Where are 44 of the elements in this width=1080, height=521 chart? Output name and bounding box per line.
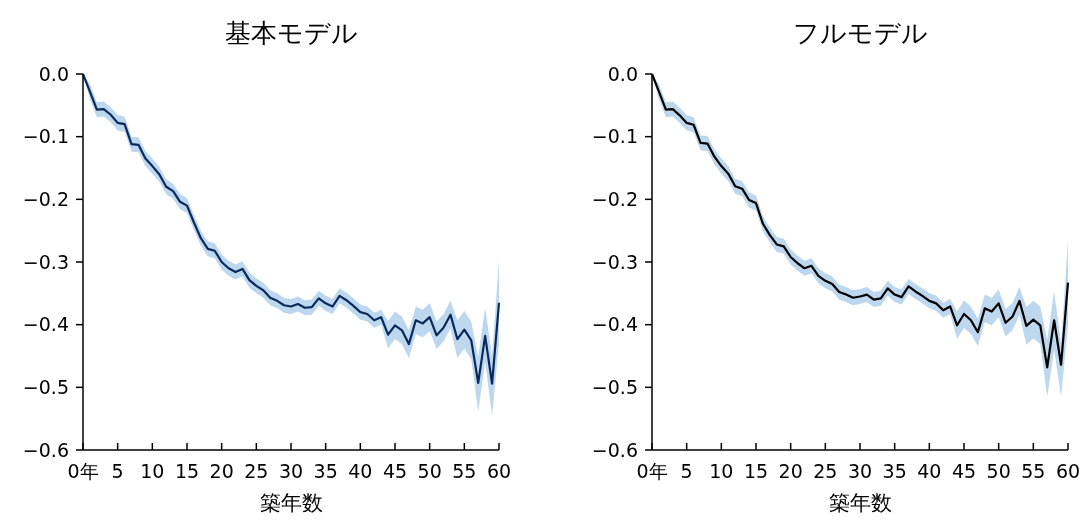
x-tick-label: 5 <box>111 460 124 482</box>
x-tick-label: 0年 <box>636 460 668 482</box>
y-tick-label: −0.2 <box>22 187 69 210</box>
x-tick-label: 55 <box>1021 460 1046 482</box>
x-tick-label: 30 <box>847 460 873 482</box>
y-tick-label: −0.5 <box>591 375 638 398</box>
chart-title: 基本モデル <box>224 18 358 48</box>
x-tick-label: 45 <box>951 460 977 482</box>
x-tick-label: 20 <box>778 460 803 482</box>
x-tick-label: 50 <box>986 460 1011 482</box>
x-tick-label: 15 <box>743 460 769 482</box>
x-tick-label: 50 <box>417 460 442 482</box>
x-axis-title: 築年数 <box>828 491 892 515</box>
y-tick-label: −0.6 <box>22 438 69 461</box>
y-tick-label: −0.1 <box>591 125 638 148</box>
x-tick-label: 45 <box>382 460 408 482</box>
x-tick-label: 60 <box>486 460 512 482</box>
x-tick-label: 10 <box>140 460 165 482</box>
y-tick-label: −0.5 <box>22 375 69 398</box>
x-tick-label: 20 <box>209 460 234 482</box>
y-tick-label: −0.4 <box>22 313 69 336</box>
x-tick-label: 30 <box>278 460 304 482</box>
x-tick-label: 25 <box>244 460 269 482</box>
x-tick-label: 15 <box>174 460 200 482</box>
x-tick-label: 5 <box>680 460 693 482</box>
y-tick-label: 0.0 <box>607 62 638 85</box>
x-tick-label: 25 <box>813 460 838 482</box>
y-tick-label: −0.3 <box>591 250 638 273</box>
y-tick-label: −0.4 <box>591 313 638 336</box>
y-tick-label: 0.0 <box>38 62 69 85</box>
x-tick-label: 10 <box>709 460 734 482</box>
x-tick-label: 35 <box>882 460 907 482</box>
y-tick-label: −0.3 <box>22 250 69 273</box>
x-tick-label: 60 <box>1055 460 1080 482</box>
x-tick-label: 40 <box>348 460 373 482</box>
x-tick-label: 35 <box>313 460 338 482</box>
x-axis-title: 築年数 <box>259 491 323 515</box>
x-tick-label: 40 <box>917 460 942 482</box>
x-tick-label: 55 <box>452 460 477 482</box>
x-tick-label: 0年 <box>67 460 99 482</box>
y-tick-label: −0.2 <box>591 187 638 210</box>
chart-title: フルモデル <box>792 18 928 48</box>
y-tick-label: −0.1 <box>22 125 69 148</box>
y-tick-label: −0.6 <box>591 438 638 461</box>
